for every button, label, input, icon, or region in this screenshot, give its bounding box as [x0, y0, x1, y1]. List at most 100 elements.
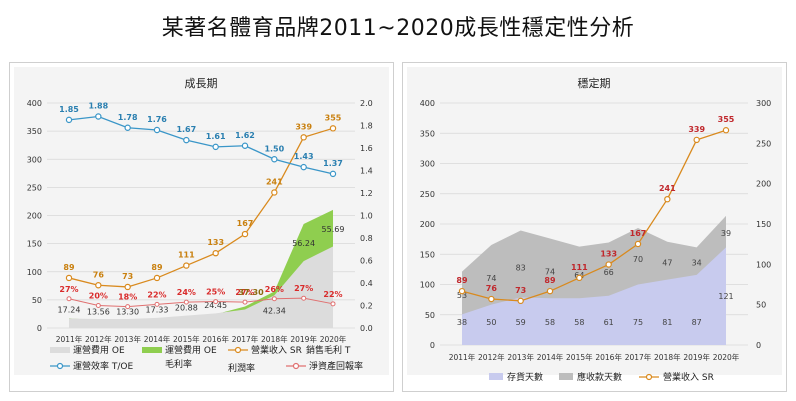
y-tick-label-left: 350	[420, 129, 435, 138]
inventory-days-label: 59	[516, 318, 526, 327]
profit-margin-label: 22%	[147, 290, 166, 299]
area-inventory-days	[462, 247, 726, 345]
y-tick-label-left: 150	[27, 240, 42, 249]
y-tick-label-right: 250	[756, 139, 771, 148]
legend-label: 運營費用 OE	[165, 344, 217, 356]
revenue-label: 241	[266, 177, 283, 186]
line-roe	[68, 297, 334, 308]
profit-margin-label: 27%	[294, 284, 313, 293]
y-tick-label-left: 250	[420, 190, 435, 199]
revenue-label: 89	[544, 276, 556, 285]
inventory-days-label: 38	[457, 318, 467, 327]
revenue-point	[124, 283, 131, 291]
y-tick-label-right: 1.4	[360, 167, 373, 176]
y-tick-label-right: 300	[756, 99, 771, 108]
area-gross-margin	[69, 209, 333, 328]
x-tick-label: 2011年	[56, 334, 83, 344]
profit-margin-label: 18%	[118, 293, 137, 302]
x-tick-label: 2014年	[144, 334, 171, 344]
efficiency-point	[329, 170, 337, 178]
receivable-days-label: 53	[457, 291, 467, 300]
gross-margin-label: 20.88	[175, 303, 198, 312]
receivable-days-label: 70	[633, 255, 643, 264]
revenue-label: 76	[486, 284, 498, 293]
receivable-days-label: 74	[545, 267, 555, 276]
legend-swatch	[489, 373, 503, 380]
x-tick-label: 2018年	[261, 334, 288, 344]
inventory-days-label: 58	[574, 318, 584, 327]
profit-margin-label: 20%	[89, 292, 108, 301]
legend-label: 毛利率	[165, 358, 192, 370]
x-tick-label: 2019年	[683, 352, 710, 362]
revenue-label: 89	[151, 263, 163, 272]
efficiency-point	[124, 124, 131, 131]
legend-marker	[292, 362, 300, 370]
page-title: 某著名體育品牌2011~2020成長性穩定性分析	[161, 16, 635, 41]
legend-label: 運營效率 T/OE	[73, 360, 133, 372]
efficiency-point	[153, 126, 161, 134]
revenue-point	[183, 262, 190, 269]
revenue-label: 133	[600, 250, 617, 259]
roe-point	[242, 299, 248, 305]
revenue-label: 89	[456, 276, 468, 285]
y-tick-label-left: 400	[27, 99, 42, 108]
revenue-label: 167	[630, 229, 647, 238]
revenue-point	[95, 282, 102, 289]
efficiency-label: 1.76	[147, 115, 167, 124]
gross-margin-label: 17.33	[146, 305, 169, 314]
legend-label: 淨資產回報率	[309, 360, 363, 372]
revenue-label: 111	[571, 263, 588, 272]
efficiency-label: 1.78	[118, 113, 138, 122]
revenue-point	[664, 195, 671, 203]
inventory-days-label: 87	[692, 318, 702, 327]
legend-swatch	[142, 347, 162, 353]
y-tick-label-left: 300	[27, 155, 42, 164]
revenue-point	[212, 249, 219, 257]
y-tick-label-left: 350	[27, 127, 42, 136]
gross-margin-label: 24.45	[204, 301, 227, 310]
efficiency-label: 1.37	[323, 159, 343, 168]
gross-margin-label: 56.24	[292, 239, 315, 248]
stability-chart: 穩定期 0 50 100 150 200 250 300 350 400 0 50 100 150 200 2…	[407, 67, 782, 383]
inventory-days-label: 61	[604, 318, 614, 327]
legend-label: 銷售毛利 T	[306, 344, 351, 356]
gross-margin-label: 42.34	[263, 306, 286, 315]
x-tick-label: 2012年	[85, 334, 112, 344]
y-tick-label-right: 0	[756, 341, 761, 350]
revenue-label: 167	[237, 219, 254, 228]
receivable-days-label: 34	[692, 258, 702, 267]
y-tick-label-right: 1.8	[360, 122, 373, 131]
y-tick-label-left: 250	[27, 183, 42, 192]
y-tick-label-right: 0.6	[360, 257, 373, 266]
y-tick-label-left: 400	[420, 99, 435, 108]
legend-label: 運營費用 OE	[73, 344, 125, 356]
growth-chart-panel: 成長期 0 50 100 150 200 250 300 350 400 0.0 0.2 0.4 0.6 0…	[9, 62, 394, 392]
y-tick-label-right: 1.6	[360, 144, 373, 153]
y-tick-label-right: 50	[756, 301, 766, 310]
revenue-point	[517, 297, 524, 305]
legend-marker	[645, 373, 653, 381]
revenue-point	[300, 134, 307, 141]
y-tick-label-right: 0.8	[360, 234, 373, 243]
revenue-point	[329, 125, 337, 132]
efficiency-point	[241, 142, 249, 149]
efficiency-label: 1.50	[264, 144, 284, 153]
efficiency-point	[65, 116, 73, 124]
line-revenue	[461, 129, 727, 302]
gross-margin-label: 55.69	[322, 225, 345, 234]
roe-point	[125, 304, 131, 310]
receivable-days-label: 83	[516, 263, 526, 272]
revenue-point	[153, 274, 161, 282]
revenue-label: 111	[178, 251, 195, 260]
y-tick-label-left: 0	[430, 341, 435, 350]
revenue-point	[488, 295, 495, 303]
x-tick-label: 2012年	[478, 352, 505, 362]
receivable-days-label: 74	[486, 274, 496, 283]
x-tick-label: 2020年	[713, 352, 740, 362]
profit-margin-label: 22%	[323, 290, 342, 299]
legend-marker	[234, 346, 242, 354]
chart-title: 穩定期	[578, 76, 611, 90]
y-tick-label-left: 100	[420, 281, 435, 290]
y-tick-label-right: 0.0	[360, 324, 373, 333]
y-tick-label-right: 200	[756, 180, 771, 189]
